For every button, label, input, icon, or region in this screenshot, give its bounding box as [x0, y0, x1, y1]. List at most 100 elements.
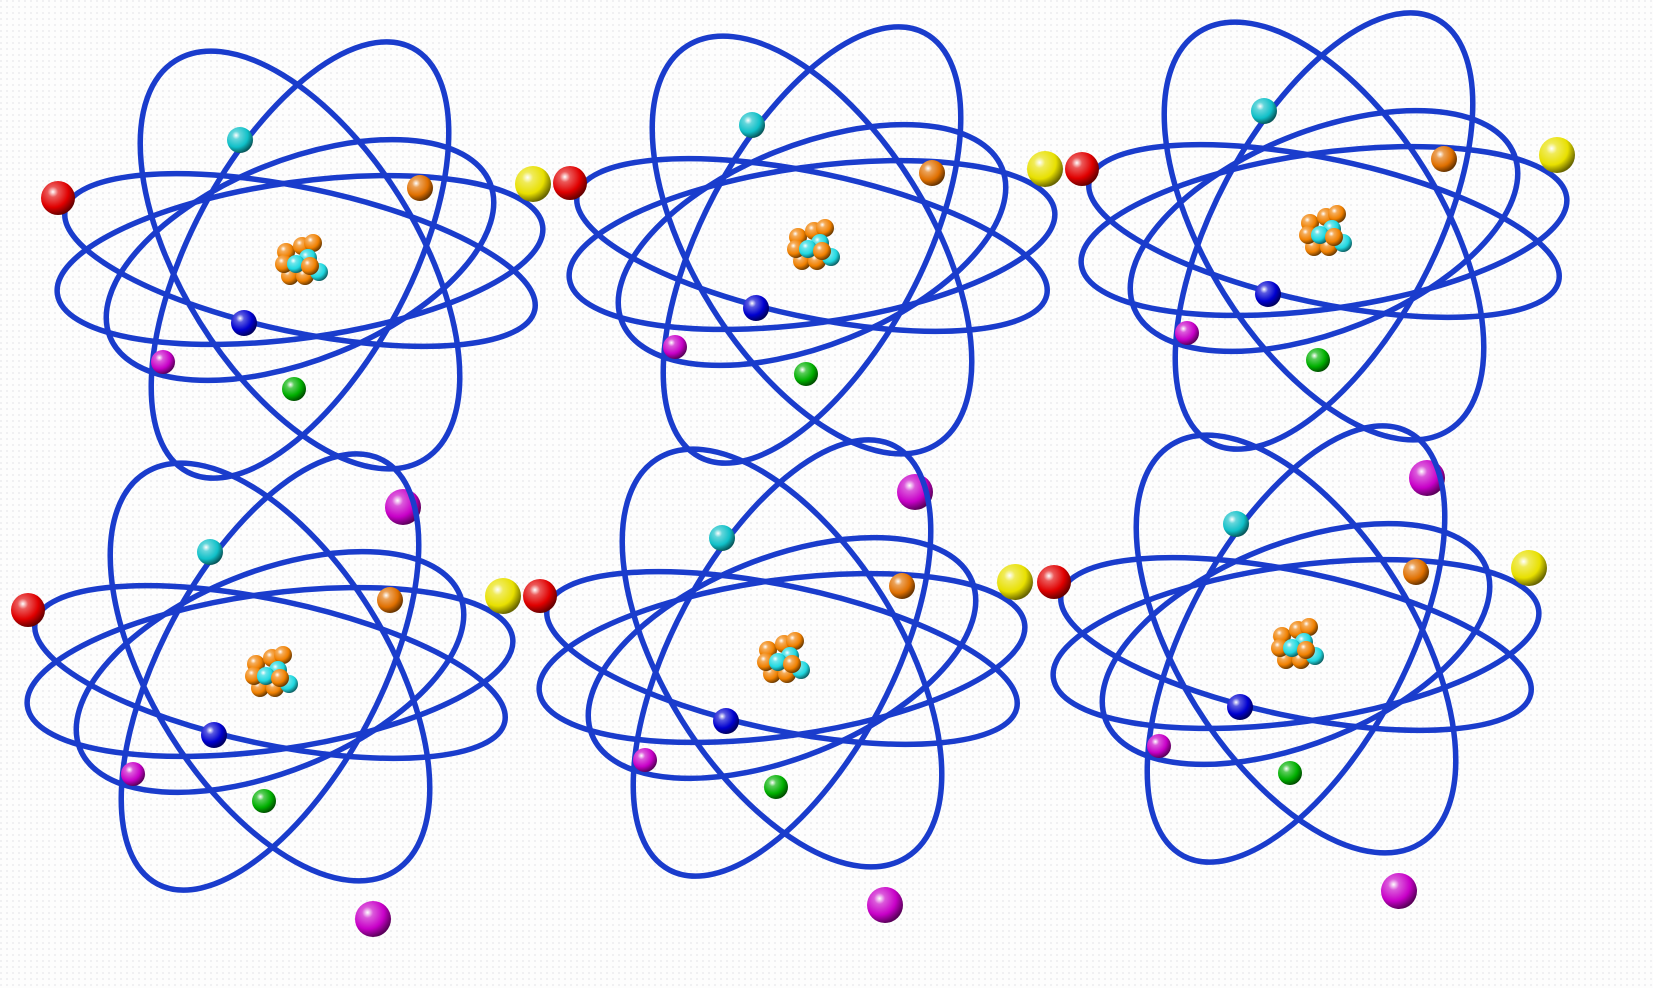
electron-green: [252, 789, 276, 813]
electron-magenta: [151, 350, 175, 374]
neutron-particle: [287, 255, 305, 273]
atom-5: [523, 437, 1033, 923]
proton-particle: [304, 234, 322, 252]
electron-yellow: [997, 564, 1033, 600]
electron-magenta: [121, 762, 145, 786]
proton-particle: [1328, 205, 1346, 223]
electron-red: [11, 593, 45, 627]
proton-particle: [1325, 228, 1343, 246]
orbit-ring: [630, 437, 934, 879]
orbit-ring: [585, 534, 979, 782]
proton-particle: [786, 632, 804, 650]
electron-red: [553, 166, 587, 200]
neutron-particle: [1283, 639, 1301, 657]
orbit-ring: [1161, 19, 1487, 443]
atom-1: [41, 39, 551, 525]
electron-cyan: [227, 127, 253, 153]
electron-blue: [713, 708, 739, 734]
atom-6: [1037, 423, 1547, 909]
electron-blue: [201, 722, 227, 748]
orbit-ring: [73, 548, 467, 796]
proton-particle: [274, 646, 292, 664]
atom-3: [1065, 10, 1575, 496]
proton-particle: [816, 219, 834, 237]
electron-magenta: [1175, 321, 1199, 345]
proton-particle: [301, 257, 319, 275]
nucleus: [757, 632, 810, 683]
nucleus: [787, 219, 840, 270]
electron-green: [1278, 761, 1302, 785]
orbit-ring: [1144, 423, 1448, 865]
electron-yellow: [485, 578, 521, 614]
electrons: [11, 539, 521, 937]
proton-particle: [1297, 641, 1315, 659]
electron-orange: [919, 160, 945, 186]
nucleus: [1299, 205, 1352, 256]
orbit-ring: [1172, 10, 1476, 452]
electron-yellow: [515, 166, 551, 202]
electron-magenta: [1147, 734, 1171, 758]
electron-cyan: [739, 112, 765, 138]
electrons: [523, 525, 1033, 923]
orbit-ring: [1099, 520, 1493, 768]
electron-magenta: [633, 748, 657, 772]
electron-orange: [1431, 146, 1457, 172]
orbit-ring: [103, 136, 497, 384]
electrons: [553, 112, 1063, 510]
orbit-ring: [1127, 107, 1521, 355]
electron-yellow: [1511, 550, 1547, 586]
electron-blue: [1227, 694, 1253, 720]
orbits: [536, 437, 1028, 879]
orbit-ring: [619, 446, 945, 870]
neutron-particle: [1311, 226, 1329, 244]
electron-red: [523, 579, 557, 613]
nucleus: [245, 646, 298, 697]
electron-green: [764, 775, 788, 799]
electron-magenta: [355, 901, 391, 937]
orbit-ring: [148, 39, 452, 481]
electron-blue: [1255, 281, 1281, 307]
nucleus: [275, 234, 328, 285]
proton-particle: [783, 655, 801, 673]
electron-magenta: [867, 887, 903, 923]
electron-blue: [231, 310, 257, 336]
electron-orange: [407, 175, 433, 201]
electron-magenta: [663, 335, 687, 359]
electrons: [41, 127, 551, 525]
electron-blue: [743, 295, 769, 321]
electron-yellow: [1027, 151, 1063, 187]
electron-cyan: [1223, 511, 1249, 537]
electron-orange: [377, 587, 403, 613]
electron-orange: [1403, 559, 1429, 585]
orbit-ring: [615, 121, 1009, 369]
atom-2: [553, 24, 1063, 510]
electron-orange: [889, 573, 915, 599]
electron-green: [1306, 348, 1330, 372]
atom-4: [11, 451, 521, 937]
neutron-particle: [257, 667, 275, 685]
electron-cyan: [1251, 98, 1277, 124]
electron-cyan: [197, 539, 223, 565]
electron-green: [282, 377, 306, 401]
orbit-ring: [649, 33, 975, 457]
electron-cyan: [709, 525, 735, 551]
proton-particle: [813, 242, 831, 260]
orbit-ring: [137, 48, 463, 472]
nucleus: [1271, 618, 1324, 669]
electron-red: [1037, 565, 1071, 599]
orbit-ring: [660, 24, 964, 466]
proton-particle: [1300, 618, 1318, 636]
electron-magenta: [1381, 873, 1417, 909]
orbits: [54, 39, 546, 481]
orbit-ring: [118, 451, 422, 893]
orbit-ring: [107, 460, 433, 884]
electron-green: [794, 362, 818, 386]
neutron-particle: [769, 653, 787, 671]
proton-particle: [271, 669, 289, 687]
neutron-particle: [799, 240, 817, 258]
electron-red: [1065, 152, 1099, 186]
orbit-ring: [1133, 432, 1459, 856]
electron-red: [41, 181, 75, 215]
